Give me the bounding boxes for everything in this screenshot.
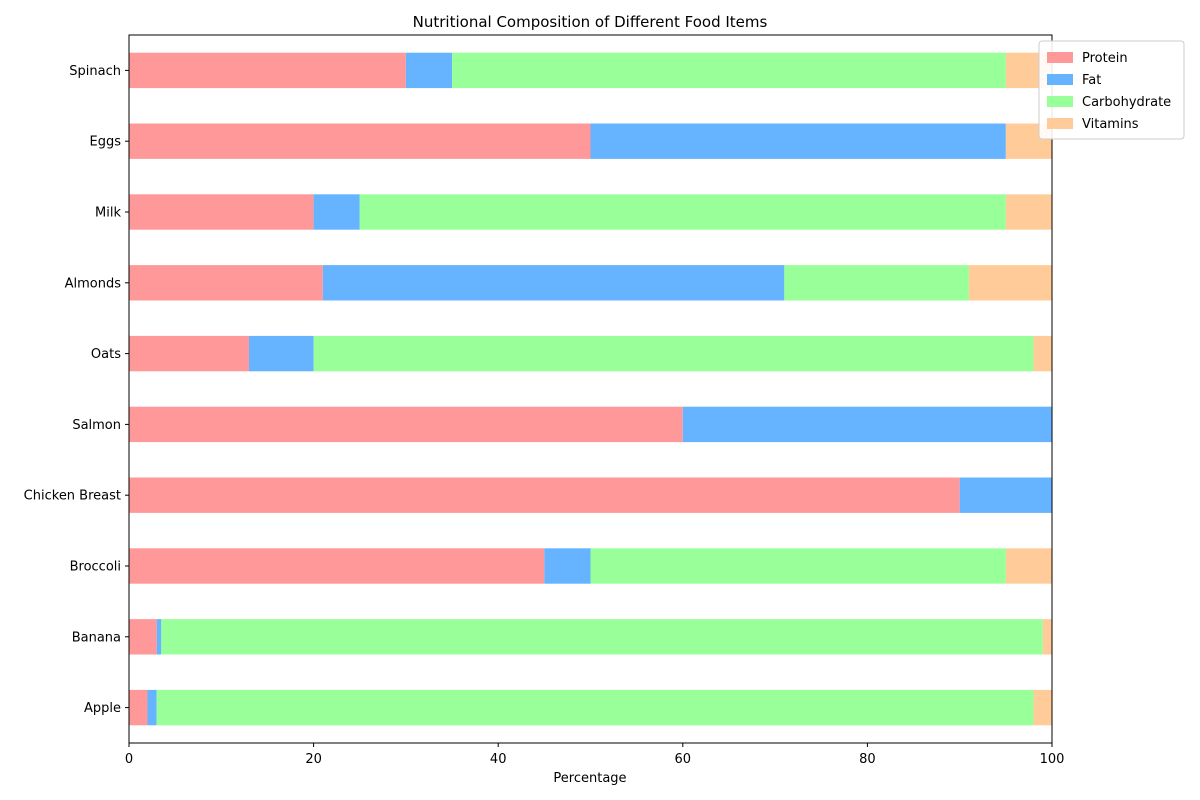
bar-oats-vitamins — [1033, 335, 1052, 372]
axes-group: Apple Banana Broccoli Chicken Breast Salmon O… — [24, 34, 1065, 767]
y-tick-label: Chicken Breast — [24, 489, 121, 504]
bar-broccoli-fat — [544, 548, 591, 584]
bar-spinach-carbohydrate — [452, 52, 1006, 89]
plot-frame — [128, 34, 1053, 744]
x-tick-label: 20 — [305, 752, 322, 767]
bar-broccoli-protein — [129, 548, 545, 584]
y-tick-label: Almonds — [65, 276, 122, 291]
bar-apple-fat — [147, 689, 157, 726]
y-tick-label: Apple — [84, 701, 121, 716]
bar-eggs-protein — [129, 123, 591, 159]
bar-milk-vitamins — [1005, 194, 1052, 230]
bar-apple-carbohydrate — [156, 689, 1034, 726]
bar-almonds-carbohydrate — [784, 265, 969, 301]
legend-label-vitamins: Vitamins — [1082, 117, 1139, 132]
x-tick-label: 0 — [125, 752, 133, 767]
bar-oats-carbohydrate — [313, 335, 1034, 372]
legend-swatch-fat — [1047, 74, 1073, 85]
bar-oats-protein — [129, 335, 249, 372]
x-tick-label: 80 — [859, 752, 876, 767]
bar-banana-protein — [129, 619, 157, 655]
bar-apple-protein — [129, 689, 148, 726]
bar-salmon-fat — [682, 406, 1052, 443]
bar-spinach-fat — [405, 52, 453, 89]
bar-spinach-protein — [129, 52, 406, 89]
legend-swatch-vitamins — [1047, 118, 1073, 129]
bar-banana-fat — [156, 619, 162, 655]
bar-milk-protein — [129, 194, 314, 230]
bar-salmon-protein — [129, 406, 683, 443]
y-tick-label: Eggs — [90, 135, 122, 150]
bar-banana-carbohydrate — [161, 619, 1043, 655]
x-tick-label: 100 — [1040, 752, 1065, 767]
bar-chicken-breast-protein — [129, 477, 960, 513]
legend: Protein Fat Carbohydrate Vitamins — [1038, 40, 1185, 140]
bar-banana-vitamins — [1042, 619, 1052, 655]
bars-group — [129, 52, 1052, 726]
bar-almonds-fat — [322, 265, 785, 301]
y-tick-label: Spinach — [69, 64, 121, 79]
legend-box — [1038, 40, 1185, 140]
legend-swatch-protein — [1047, 52, 1073, 63]
bar-broccoli-vitamins — [1005, 548, 1052, 584]
x-tick-label: 40 — [490, 752, 507, 767]
legend-label-carbohydrate: Carbohydrate — [1082, 95, 1171, 110]
legend-label-fat: Fat — [1082, 73, 1101, 88]
bar-milk-fat — [313, 194, 360, 230]
bar-eggs-fat — [590, 123, 1006, 159]
y-tick-label: Milk — [95, 206, 121, 221]
y-tick-label: Oats — [91, 347, 121, 362]
y-tick-label: Salmon — [72, 418, 121, 433]
legend-swatch-carbohydrate — [1047, 96, 1073, 107]
bar-oats-fat — [248, 335, 314, 372]
bar-apple-vitamins — [1033, 689, 1052, 726]
y-tick-label: Banana — [72, 630, 121, 645]
bar-chicken-breast-fat — [959, 477, 1052, 513]
legend-label-protein: Protein — [1082, 51, 1128, 66]
chart-title: Nutritional Composition of Different Foo… — [413, 13, 768, 31]
x-axis-label: Percentage — [553, 771, 626, 786]
bar-milk-carbohydrate — [359, 194, 1006, 230]
x-tick-label: 60 — [675, 752, 692, 767]
bar-broccoli-carbohydrate — [590, 548, 1006, 584]
bar-almonds-protein — [129, 265, 323, 301]
y-tick-label: Broccoli — [70, 560, 121, 575]
bar-almonds-vitamins — [968, 265, 1052, 301]
